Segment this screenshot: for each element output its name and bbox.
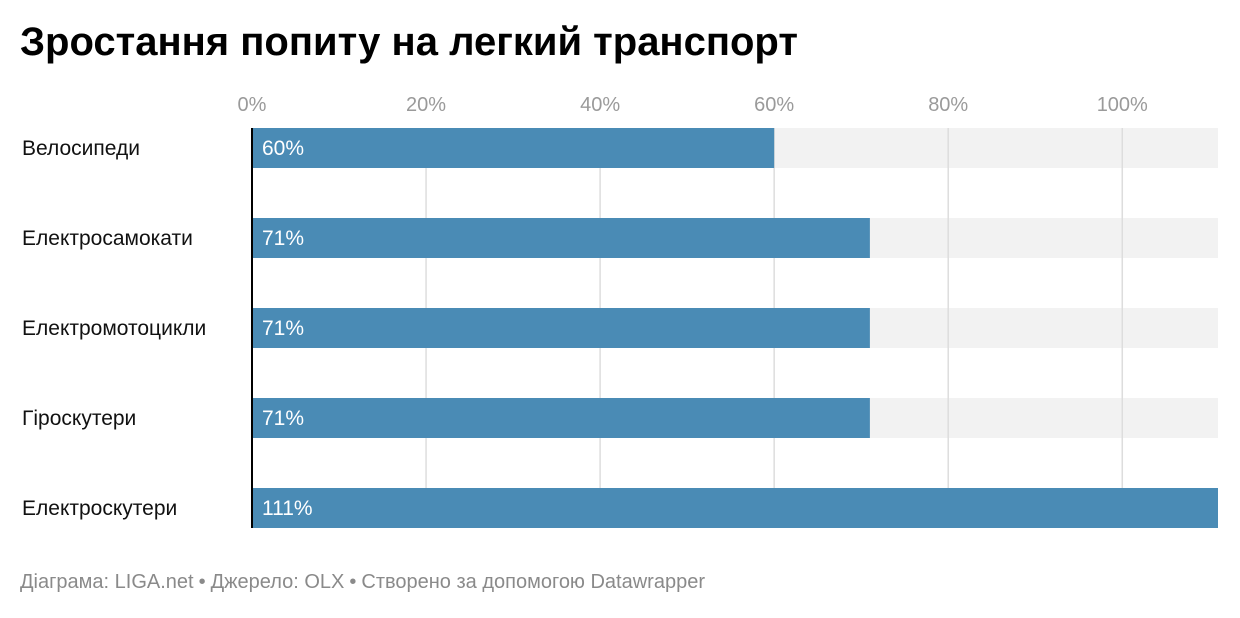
chart-title: Зростання попиту на легкий транспорт [20, 20, 798, 64]
value-label: 71% [262, 227, 304, 250]
value-label: 71% [262, 317, 304, 340]
bars [252, 128, 1218, 528]
category-label: Електромотоцикли [22, 317, 206, 340]
bar [252, 488, 1218, 528]
x-axis-ticks: 0% 20% 40% 60% 80% 100% [238, 94, 1149, 116]
category-label: Велосипеди [22, 137, 140, 160]
x-tick-label: 80% [928, 94, 968, 116]
x-tick-label: 100% [1097, 94, 1148, 116]
x-tick-label: 60% [754, 94, 794, 116]
bar [252, 398, 870, 438]
category-label: Електроскутери [22, 497, 177, 520]
footer-made-with: Створено за допомогою Datawrapper [361, 571, 705, 593]
category-label: Гіроскутери [22, 407, 136, 430]
bar [252, 308, 870, 348]
bar-chart: 0% 20% 40% 60% 80% 100% Велосипеди 60% Електрос… [22, 94, 1218, 528]
x-tick-label: 40% [580, 94, 620, 116]
footer-credit: Діаграма: LIGA.net [20, 571, 194, 593]
bar [252, 128, 775, 168]
x-tick-label: 0% [238, 94, 267, 116]
footer-separator: • [198, 571, 206, 593]
value-label: 60% [262, 137, 304, 160]
footer-separator: • [349, 571, 357, 593]
footer-source: Джерело: OLX [210, 571, 345, 593]
chart-footer: Діаграма: LIGA.net • Джерело: OLX • Створено… [20, 571, 705, 594]
bar [252, 218, 870, 258]
category-label: Електросамокати [22, 227, 193, 250]
labels: Велосипеди 60% Електросамокати 71% Електромо… [22, 137, 313, 520]
value-label: 71% [262, 407, 304, 430]
value-label: 111% [262, 497, 313, 520]
x-tick-label: 20% [406, 94, 446, 116]
